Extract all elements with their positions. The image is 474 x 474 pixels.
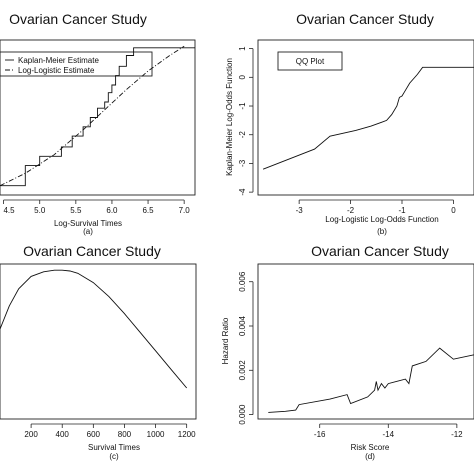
panel-b-y-tick-label: -4	[238, 188, 247, 196]
panel-d-y-tick-label: 0.004	[238, 315, 247, 336]
panel-b-marks	[262, 66, 474, 170]
panel-c-x-tick-label: 200	[24, 430, 38, 439]
panel-a-x-tick-label: 7.0	[179, 206, 191, 215]
panel-d-x-tick-label: -12	[451, 430, 463, 439]
panel-c-title: Ovarian Cancer Study	[23, 243, 161, 259]
panel-a-x-axis-label: Log-Survival Times	[54, 219, 122, 228]
panel-c-x-tick-label: 400	[56, 430, 70, 439]
panel-c-x-axis: 200 400 600 800 1000 1200	[24, 423, 196, 439]
panel-b-y-axis-label: Kaplan-Meier Log-Odds Function	[225, 58, 234, 176]
panel-d-x-tick-label: -14	[383, 430, 395, 439]
panel-c-x-tick-label: 1000	[147, 430, 165, 439]
panel-b-x-tick-label: 0	[451, 206, 456, 215]
panel-b-y-tick-label: -2	[238, 131, 247, 139]
panel-a-x-tick-label: 6.5	[142, 206, 154, 215]
panel-b-x-axis-label: Log-Logistic Log-Odds Function	[325, 215, 438, 224]
panel-c-marks	[0, 269, 188, 389]
panel-a-legend-ll-label: Log-Logistic Estimate	[18, 66, 95, 75]
panel-b-legend-label: QQ Plot	[296, 57, 325, 66]
panel-a-legend: Kaplan-Meier Estimate Log-Logistic Estim…	[0, 51, 153, 77]
panel-b-x-tick-label: -3	[296, 206, 304, 215]
panel-a-x-tick-label: 5.5	[70, 206, 82, 215]
panel-d-x-tick-label: -16	[314, 430, 326, 439]
panel-b-caption: (b)	[377, 227, 387, 236]
panel-c-caption: (c)	[109, 452, 119, 461]
panel-d-y-tick-label: 0.006	[238, 271, 247, 292]
panel-a-legend-km-label: Kaplan-Meier Estimate	[18, 56, 99, 65]
panel-b-title: Ovarian Cancer Study	[296, 11, 434, 27]
panel-d-marks	[268, 347, 474, 413]
panel-a-series-kaplan-meier-estimate-line	[0, 47, 195, 187]
panel-c-x-tick-label: 800	[118, 430, 132, 439]
panel-b-x-tick-label: -1	[398, 206, 406, 215]
panel-b-y-tick-label: 1	[238, 46, 247, 51]
panel-d-title: Ovarian Cancer Study	[311, 243, 449, 259]
panel-c-x-tick-label: 600	[87, 430, 101, 439]
panel-b-legend-box	[277, 51, 343, 71]
panel-b-legend: QQ Plot	[277, 51, 343, 71]
panel-d-series-curve-line	[268, 347, 474, 413]
panel-a-caption: (a)	[83, 227, 93, 236]
panel-d: Ovarian Cancer Study -16 -14 -12 0.000 0.002…	[221, 243, 474, 461]
panel-d-plot-frame	[257, 263, 474, 420]
panel-b-y-tick-label: -1	[238, 102, 247, 110]
panel-a-x-tick-label: 4.5	[3, 206, 15, 215]
panel-b-y-tick-label: -3	[238, 159, 247, 167]
panel-d-caption: (d)	[365, 452, 375, 461]
panel-b-plot-frame	[257, 39, 474, 196]
panel-c-x-tick-label: 1200	[178, 430, 196, 439]
panel-c-x-axis-label: Survival Times	[88, 443, 140, 452]
panel-b-y-tick-label: 0	[238, 75, 247, 80]
panel-a-plot-frame	[0, 39, 196, 196]
panel-b-axes: -3 -2 -1 0 1 0 -1 -2 -3 -4	[238, 46, 456, 215]
panel-d-y-tick-label: 0.002	[238, 360, 247, 381]
panel-a-title: Ovarian Cancer Study	[9, 11, 147, 27]
panel-a-marks	[0, 45, 195, 187]
panel-d-y-tick-label: 0.000	[238, 404, 247, 425]
panel-c-plot-frame	[0, 263, 197, 420]
panel-d-axes: -16 -14 -12 0.000 0.002 0.004 0.006	[238, 271, 463, 439]
panel-a-x-tick-label: 5.0	[34, 206, 46, 215]
panel-d-x-axis-label: Risk Score	[351, 443, 390, 452]
panel-b-series-qq-plot-line	[262, 66, 474, 170]
panel-b-x-tick-label: -2	[347, 206, 355, 215]
panel-c-series-curve-line	[0, 269, 188, 389]
panel-a: Ovarian Cancer Study Kaplan-Meier Estima…	[0, 11, 196, 236]
panel-a-x-tick-label: 6.0	[106, 206, 118, 215]
panel-c: Ovarian Cancer Study 200 400 600 800 1000 120…	[0, 243, 197, 461]
panel-d-y-axis-label: Hazard Ratio	[221, 317, 230, 364]
panel-a-legend-box	[0, 51, 153, 77]
panel-a-series-log-logistic-estimate-line	[0, 45, 185, 187]
panel-a-x-axis: 4.5 5.0 5.5 6.0 6.5 7.0	[3, 199, 191, 215]
panel-b: Ovarian Cancer Study QQ Plot -3 -2 -1 0 1 0 -1…	[225, 11, 474, 236]
